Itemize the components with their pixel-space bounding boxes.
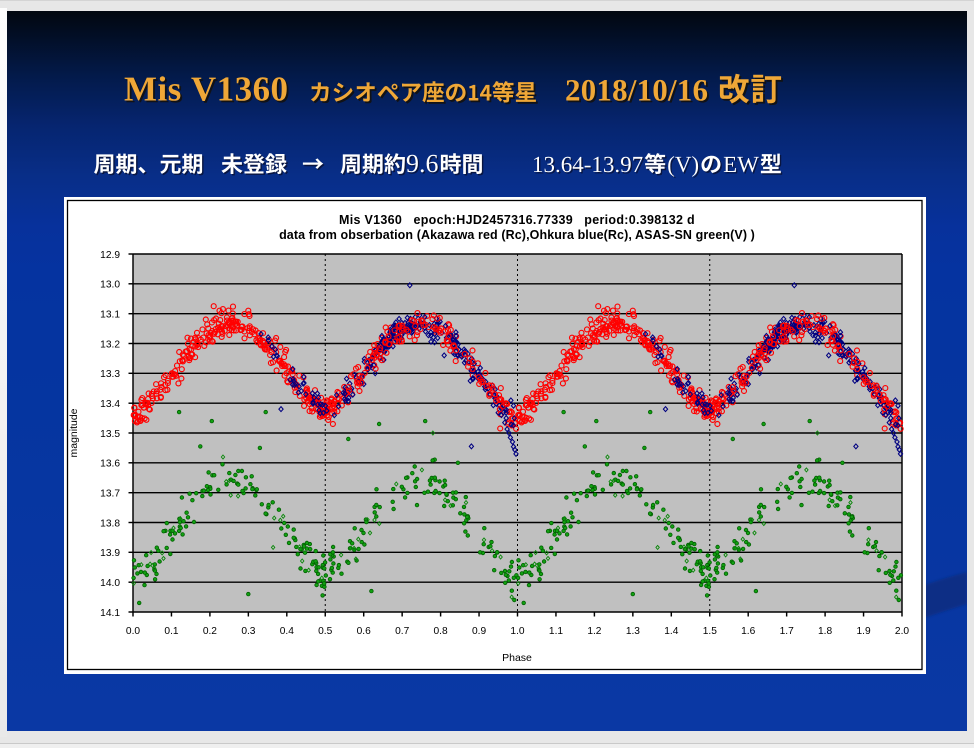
svg-text:1.1: 1.1 (549, 626, 563, 637)
svg-text:2.0: 2.0 (895, 626, 909, 637)
svg-text:14.0: 14.0 (100, 578, 120, 589)
svg-text:magnitude: magnitude (68, 408, 80, 457)
svg-text:14.1: 14.1 (100, 608, 120, 619)
svg-text:13.7: 13.7 (100, 489, 120, 500)
svg-text:1.8: 1.8 (818, 626, 832, 637)
svg-text:0.5: 0.5 (318, 626, 332, 637)
svg-text:13.9: 13.9 (100, 548, 120, 559)
svg-text:1.0: 1.0 (510, 626, 524, 637)
svg-text:12.9: 12.9 (100, 250, 120, 261)
svg-text:0.3: 0.3 (241, 626, 255, 637)
svg-text:0.0: 0.0 (126, 626, 140, 637)
svg-text:13.1: 13.1 (100, 310, 120, 321)
svg-text:0.1: 0.1 (164, 626, 178, 637)
svg-text:13.0: 13.0 (100, 280, 120, 291)
svg-text:13.6: 13.6 (100, 459, 120, 470)
svg-text:1.7: 1.7 (780, 626, 794, 637)
svg-text:1.3: 1.3 (626, 626, 640, 637)
svg-text:Phase: Phase (502, 652, 532, 664)
svg-text:13.4: 13.4 (100, 399, 120, 410)
svg-text:13.5: 13.5 (100, 429, 120, 440)
svg-text:data from obserbation (Akazawa: data from obserbation (Akazawa red (Rc),… (279, 228, 755, 242)
svg-text:1.5: 1.5 (703, 626, 717, 637)
svg-text:1.2: 1.2 (587, 626, 601, 637)
svg-text:1.4: 1.4 (664, 626, 678, 637)
svg-text:1.9: 1.9 (857, 626, 871, 637)
svg-text:1.6: 1.6 (741, 626, 755, 637)
svg-text:0.8: 0.8 (434, 626, 448, 637)
svg-text:0.7: 0.7 (395, 626, 409, 637)
svg-text:0.2: 0.2 (203, 626, 217, 637)
svg-text:0.6: 0.6 (357, 626, 371, 637)
svg-text:13.3: 13.3 (100, 369, 120, 380)
svg-text:Mis V1360 epoch:HJD2457316.7: Mis V1360 epoch:HJD2457316.77339 period:… (339, 213, 695, 227)
svg-text:0.9: 0.9 (472, 626, 486, 637)
svg-text:13.2: 13.2 (100, 339, 120, 350)
svg-text:13.8: 13.8 (100, 518, 120, 529)
svg-text:0.4: 0.4 (280, 626, 294, 637)
